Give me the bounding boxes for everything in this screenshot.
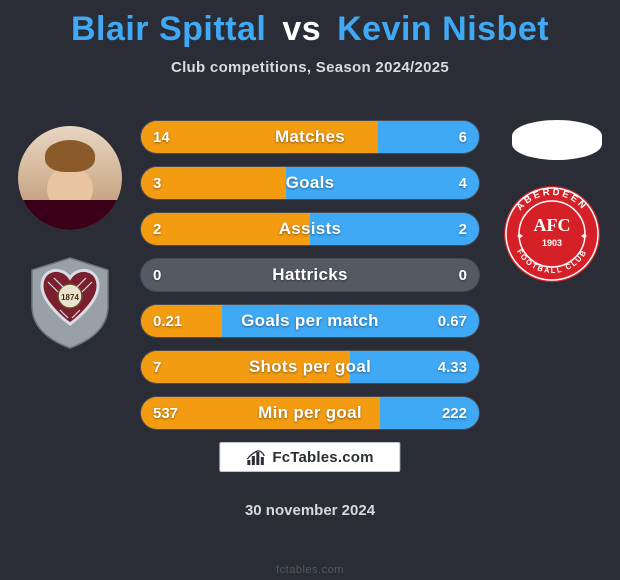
stat-fill-left — [141, 397, 380, 429]
player1-photo — [18, 126, 122, 230]
fctables-badge: FcTables.com — [219, 442, 400, 472]
stat-row: 146Matches — [140, 120, 480, 154]
stat-row: 34Goals — [140, 166, 480, 200]
hearts-shield-icon: 1874 — [20, 252, 120, 352]
stat-row: 537222Min per goal — [140, 396, 480, 430]
stat-fill-right — [310, 213, 479, 245]
stat-row: 22Assists — [140, 212, 480, 246]
stat-value-left: 0 — [153, 259, 161, 291]
player1-name: Blair Spittal — [71, 10, 266, 48]
stats-container: 146Matches 34Goals 22Assists 0 0Hattricks 0.2… — [140, 120, 480, 442]
player2-photo — [512, 120, 602, 160]
stat-row: 0 0Hattricks — [140, 258, 480, 292]
stat-fill-left — [141, 351, 350, 383]
aberdeen-disc-icon: ABERDEEN FOOTBALL CLUB AFC 1903 — [502, 184, 602, 284]
stat-fill-right — [350, 351, 479, 383]
stat-fill-right — [222, 305, 479, 337]
aberdeen-letters: AFC — [534, 215, 571, 235]
aberdeen-year: 1903 — [542, 238, 562, 248]
club-badge-aberdeen: ABERDEEN FOOTBALL CLUB AFC 1903 — [502, 184, 602, 284]
stat-fill-left — [141, 213, 310, 245]
footer-date: 30 november 2024 — [0, 502, 620, 519]
stat-row: 74.33Shots per goal — [140, 350, 480, 384]
stat-fill-left — [141, 121, 378, 153]
stat-fill-right — [378, 121, 479, 153]
fctables-label: FcTables.com — [272, 449, 373, 466]
vs-label: vs — [282, 10, 321, 48]
player1-shirt — [18, 200, 122, 230]
club-badge-hearts: 1874 — [20, 252, 120, 352]
stat-fill-left — [141, 305, 222, 337]
player2-name: Kevin Nisbet — [337, 10, 549, 48]
hearts-year: 1874 — [61, 293, 79, 302]
stat-row: 0.210.67Goals per match — [140, 304, 480, 338]
stat-fill-right — [286, 167, 479, 199]
stat-label: Hattricks — [141, 259, 479, 291]
page-title: Blair Spittal vs Kevin Nisbet — [0, 0, 620, 49]
stat-fill-right — [380, 397, 479, 429]
footer-watermark: fctables.com — [276, 564, 344, 576]
stat-fill-left — [141, 167, 286, 199]
competition-subtitle: Club competitions, Season 2024/2025 — [0, 59, 620, 76]
fctables-logo-icon — [246, 450, 266, 466]
stat-value-right: 0 — [459, 259, 467, 291]
player1-hair — [45, 140, 95, 172]
